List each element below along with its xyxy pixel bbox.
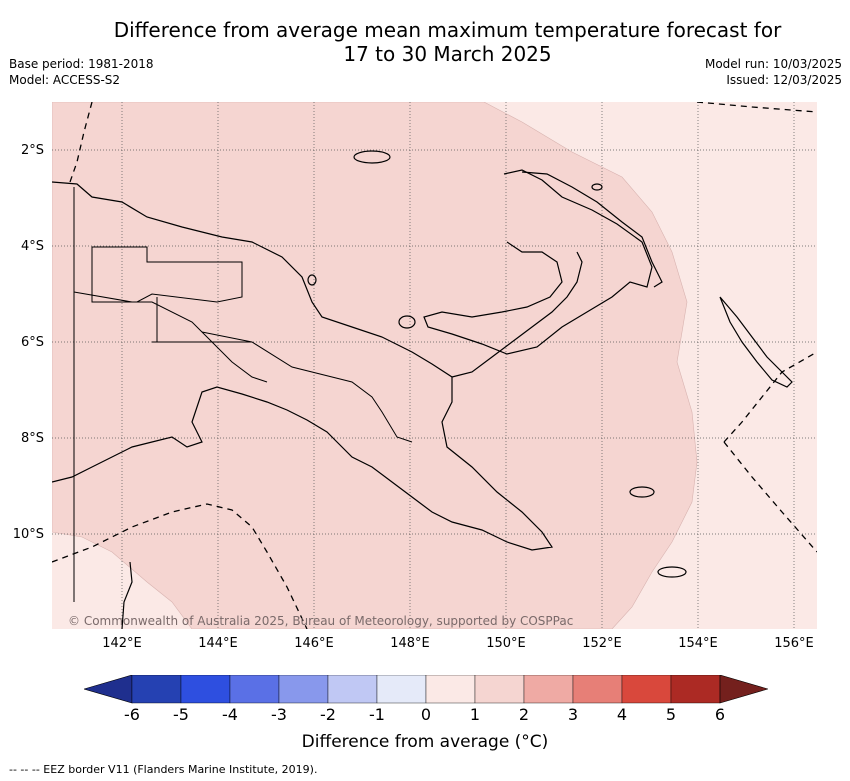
colorbar-label: 4 — [616, 705, 628, 724]
lat-tick-2s: 2°S — [20, 143, 44, 158]
lon-tick-146e: 146°E — [294, 636, 334, 651]
title-line-2: 17 to 30 March 2025 — [343, 42, 552, 66]
anomaly-region-1-to-2 — [52, 102, 698, 629]
colorbar-segment — [278, 675, 329, 704]
colorbar-segment — [229, 675, 280, 704]
colorbar-label: -3 — [271, 705, 287, 724]
model-info: Base period: 1981-2018 Model: ACCESS-S2 — [9, 56, 154, 88]
colorbar-segment — [180, 675, 231, 704]
colorbar-segment — [425, 675, 476, 704]
colorbar-segment — [131, 675, 182, 704]
lon-tick-156e: 156°E — [774, 636, 814, 651]
colorbar-segment — [376, 675, 427, 704]
eez-border — [52, 102, 817, 629]
forecast-map: © Commonwealth of Australia 2025, Bureau… — [52, 102, 817, 629]
colorbar-extend-low — [84, 675, 133, 704]
base-period-label: Base period: 1981-2018 — [9, 57, 154, 71]
lat-tick-6s: 6°S — [20, 335, 44, 350]
colorbar-segment — [621, 675, 672, 704]
lon-tick-144e: 144°E — [198, 636, 238, 651]
colorbar-segment — [327, 675, 378, 704]
lon-tick-150e: 150°E — [486, 636, 526, 651]
colorbar — [84, 675, 768, 704]
issued-label: Issued: 12/03/2025 — [726, 73, 842, 87]
colorbar-segment — [572, 675, 623, 704]
colorbar-label: -4 — [222, 705, 238, 724]
colorbar-label: -1 — [369, 705, 385, 724]
lat-tick-8s: 8°S — [20, 431, 44, 446]
lon-tick-148e: 148°E — [390, 636, 430, 651]
colorbar-label: -5 — [173, 705, 189, 724]
coastline — [52, 150, 793, 629]
colorbar-title: Difference from average (°C) — [301, 732, 549, 752]
colorbar-segment — [523, 675, 574, 704]
colorbar-segment — [474, 675, 525, 704]
lon-tick-152e: 152°E — [582, 636, 622, 651]
colorbar-segment — [670, 675, 721, 704]
colorbar-label: 6 — [714, 705, 726, 724]
run-info: Model run: 10/03/2025 Issued: 12/03/2025 — [705, 56, 842, 88]
graticule — [52, 102, 817, 629]
colorbar-label: 2 — [518, 705, 530, 724]
colorbar-label: -6 — [124, 705, 140, 724]
border-lines — [73, 187, 413, 602]
title-line-1: Difference from average mean maximum tem… — [113, 18, 782, 42]
colorbar-label: 5 — [665, 705, 677, 724]
model-run-label: Model run: 10/03/2025 — [704, 57, 842, 71]
model-label: Model: ACCESS-S2 — [9, 73, 121, 87]
eez-footnote: -- -- -- EEZ border V11 (Flanders Marine… — [9, 763, 318, 776]
colorbar-label: 3 — [567, 705, 579, 724]
lat-tick-10s: 10°S — [12, 527, 44, 542]
lat-tick-4s: 4°S — [20, 239, 44, 254]
lon-tick-154e: 154°E — [678, 636, 718, 651]
colorbar-extend-high — [719, 675, 768, 704]
colorbar-label: -2 — [320, 705, 336, 724]
colorbar-label: 1 — [469, 705, 481, 724]
colorbar-label: 0 — [420, 705, 432, 724]
map-title: Difference from average mean maximum tem… — [60, 18, 835, 66]
lon-tick-142e: 142°E — [102, 636, 142, 651]
copyright-credit: © Commonwealth of Australia 2025, Bureau… — [68, 614, 573, 628]
